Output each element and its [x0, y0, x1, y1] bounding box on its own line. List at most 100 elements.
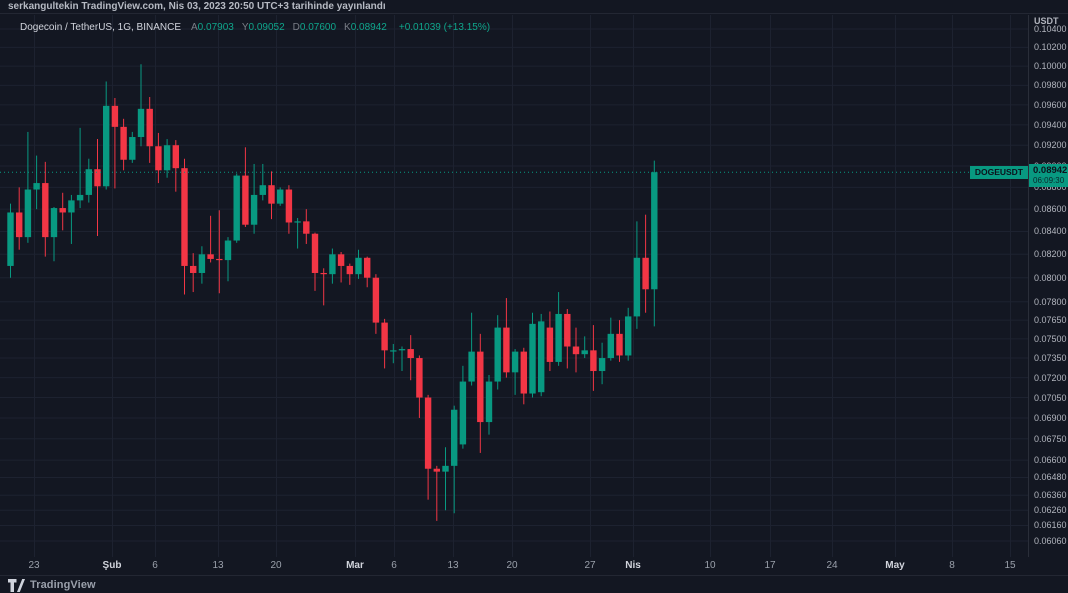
candle-body [216, 258, 223, 261]
ohlc-high: Y0.09052 [241, 21, 285, 33]
candle-body [268, 185, 275, 204]
time-tick-label: 27 [584, 560, 596, 571]
candle-body [416, 358, 423, 398]
candle-body [311, 233, 319, 273]
time-tick-label: 13 [447, 560, 459, 571]
symbol-title[interactable]: Dogecoin / TetherUS, 1G, BINANCE [20, 21, 181, 33]
candle-body [137, 108, 145, 138]
price-tick-label: 0.07350 [1034, 353, 1067, 364]
time-tick-label: 23 [28, 560, 40, 571]
symbol-info-bar[interactable]: Dogecoin / TetherUS, 1G, BINANCE A0.0790… [20, 20, 490, 34]
time-tick-label: 10 [704, 560, 716, 571]
candle-body [320, 272, 327, 275]
time-axis[interactable]: 23 Şub 6 13 20 Mar 6 13 20 27 Nis 10 17 24 May 8 15 [0, 557, 1068, 575]
ohlc-close: K0.08942 [344, 21, 387, 33]
time-tick-label: 6 [391, 560, 397, 571]
candle-body [207, 254, 214, 259]
candle-body [485, 381, 493, 423]
candle-body [477, 351, 484, 423]
candle-body [120, 126, 127, 160]
candle-body [494, 327, 501, 382]
price-tick-label: 0.09600 [1034, 99, 1067, 110]
candle-body [633, 257, 641, 317]
candle-body [103, 105, 110, 187]
candle-body [190, 265, 197, 273]
candle-body [42, 183, 49, 238]
tradingview-brand[interactable]: TradingView [30, 578, 96, 591]
candle-body [50, 208, 58, 238]
candle-body [520, 351, 527, 394]
candle-body [364, 257, 371, 278]
candle-body [459, 381, 467, 445]
publish-header: serkangultekin TradingView.com, Nis 03, … [0, 0, 1068, 14]
candle-body [155, 146, 162, 171]
candle-body [242, 175, 249, 225]
candle-body [163, 145, 171, 171]
candle-body [538, 321, 545, 393]
candle-body [146, 108, 153, 147]
tradingview-logo-icon[interactable] [8, 578, 25, 592]
time-tick-label: 20 [506, 560, 518, 571]
price-tick-label: 0.08400 [1034, 226, 1067, 237]
candle-body [224, 240, 232, 261]
candlestick-chart-canvas[interactable] [0, 15, 1028, 557]
time-tick-label: 24 [826, 560, 838, 571]
time-tick-label: 13 [212, 560, 224, 571]
ohlc-low: D0.07600 [292, 21, 337, 33]
candle-body [451, 409, 458, 466]
price-tick-label: 0.07200 [1034, 372, 1067, 383]
change-value: +0.01039 (+13.15%) [398, 21, 491, 33]
axis-currency-label: USDT [1034, 16, 1059, 26]
candle-body [294, 221, 301, 223]
candle-body [503, 327, 510, 373]
last-price-label: 0.08942 06:09:30 [1029, 164, 1068, 188]
ohlc-open: A0.07903 [191, 21, 234, 33]
candle-body [33, 183, 40, 190]
price-tick-label: 0.06360 [1034, 490, 1067, 501]
candle-body [337, 254, 345, 266]
candle-body [24, 189, 32, 238]
candle-body [129, 137, 136, 160]
candle-body [172, 145, 179, 169]
time-tick-label: 15 [1004, 560, 1016, 571]
time-tick-month-label: Nis [625, 560, 641, 571]
candle-body [581, 350, 588, 355]
candle-body [198, 254, 206, 273]
price-tick-label: 0.06750 [1034, 433, 1067, 444]
candle-body [442, 465, 449, 472]
price-tick-label: 0.06160 [1034, 520, 1067, 531]
chart-region: Dogecoin / TetherUS, 1G, BINANCE A0.0790… [0, 15, 1068, 557]
price-tick-label: 0.06480 [1034, 472, 1067, 483]
candle-body [111, 105, 119, 127]
candle-body [76, 194, 84, 201]
candle-body [16, 212, 23, 238]
price-tick-label: 0.08600 [1034, 204, 1067, 215]
time-tick-label: 20 [270, 560, 282, 571]
price-tick-label: 0.08000 [1034, 272, 1067, 283]
price-tick-label: 0.10200 [1034, 42, 1067, 53]
candle-body [329, 254, 336, 275]
price-tick-label: 0.06600 [1034, 455, 1067, 466]
price-tick-label: 0.06060 [1034, 536, 1067, 546]
candle-body [546, 327, 554, 362]
candle-body [372, 277, 380, 323]
candle-body [346, 265, 353, 275]
price-tick-label: 0.06900 [1034, 412, 1067, 423]
candle-body [511, 351, 519, 373]
candle-body [625, 316, 632, 356]
candle-body [59, 208, 66, 213]
publish-text: serkangultekin TradingView.com, Nis 03, … [8, 1, 386, 12]
price-axis[interactable]: USDT 0.10400 0.10200 0.10000 0.09800 0.09600… [1028, 15, 1068, 557]
candle-body [433, 468, 440, 472]
candle-body [468, 351, 475, 382]
candle-body [598, 358, 606, 372]
time-tick-label: 17 [764, 560, 776, 571]
candle-body [381, 322, 388, 351]
candle-body [7, 212, 14, 266]
footer: TradingView [0, 575, 1068, 593]
time-tick-month-label: May [885, 560, 905, 571]
candle-body [181, 168, 188, 266]
price-tick-label: 0.07800 [1034, 296, 1067, 307]
candle-body [94, 169, 101, 187]
